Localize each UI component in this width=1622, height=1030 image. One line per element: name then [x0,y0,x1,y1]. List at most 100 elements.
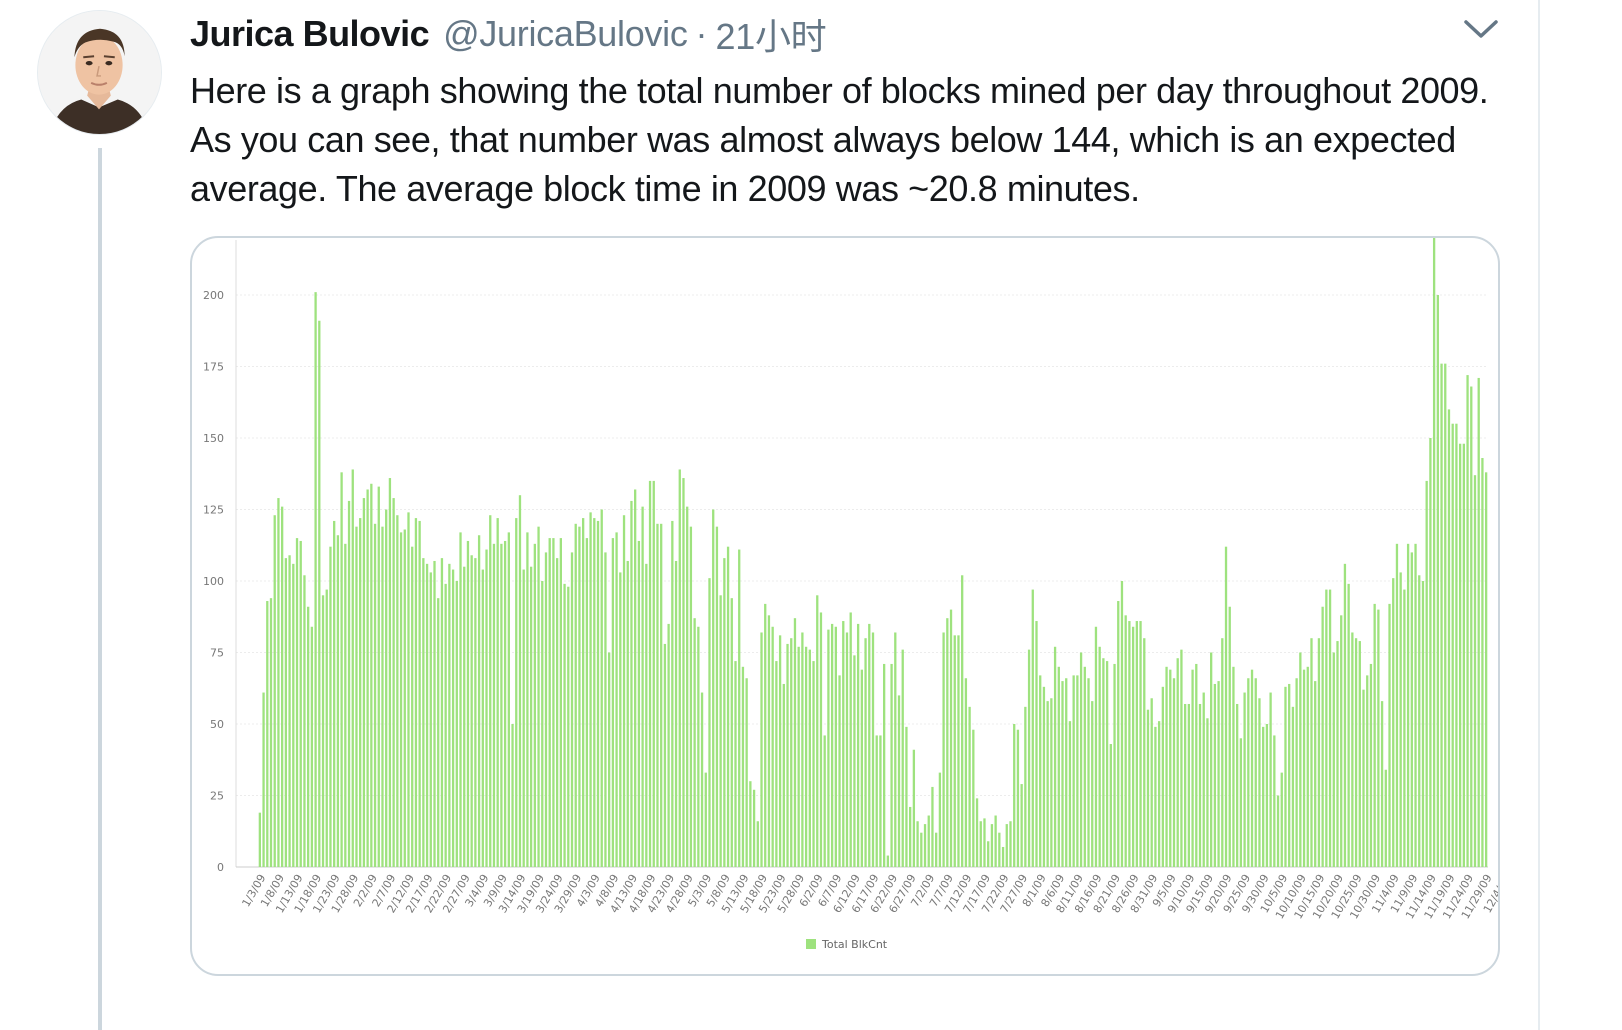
x-tick-label: 12/9/09 [1499,872,1500,915]
bar [396,515,399,867]
bar [1384,769,1387,867]
bar [935,832,938,867]
avatar[interactable] [37,10,162,135]
bar [860,669,863,867]
bar [548,538,551,867]
bar [567,586,570,867]
bar [474,558,477,867]
bar [1146,709,1150,867]
bar [407,512,410,867]
bar [730,598,733,867]
bar [1083,666,1086,867]
bar [660,523,663,867]
bar [745,678,748,867]
bar [637,540,641,867]
bar [399,532,403,867]
bar [1403,589,1406,867]
bar [492,543,496,867]
bar [563,583,566,867]
bar [1258,698,1261,867]
bar [518,495,522,867]
bar [1406,543,1410,867]
bar [1035,621,1038,867]
bar [1247,678,1250,867]
bar [425,563,429,867]
bar [1473,475,1477,867]
bar [1150,698,1153,867]
bar [310,626,314,867]
bar [1195,663,1198,867]
bar [741,666,745,867]
bar [1198,703,1202,867]
bar [333,520,336,867]
author-handle[interactable]: @JuricaBulovic [443,13,688,54]
bar [303,575,306,867]
tweet-media-chart[interactable]: 0 25 50 75 100 125 150 175 200 1/3/09 1/8/09 1/13/0… [190,236,1500,976]
bar [968,706,971,867]
bar [1302,669,1306,867]
bar [522,569,525,867]
bar [890,663,893,867]
bar [738,549,741,867]
bar [604,552,607,867]
bar [1005,824,1008,867]
bar [946,618,949,867]
bar [775,661,778,867]
bar [849,612,852,867]
bar [1440,363,1443,867]
bar [1105,661,1109,867]
tweet-timestamp[interactable]: 21小时 [715,16,827,57]
bar [764,603,767,867]
bar [1265,724,1269,867]
bar [373,523,377,867]
bar [1336,641,1339,867]
bar [1135,621,1138,867]
bar [1444,363,1447,867]
bar [1124,615,1127,867]
bar [1187,703,1191,867]
bar [834,626,837,867]
y-tick-label: 0 [217,861,224,874]
bar [381,526,384,867]
bar [1432,238,1436,867]
bar [1102,658,1105,867]
y-tick-label: 175 [203,361,224,374]
bar [1020,784,1023,867]
bar [1280,772,1283,867]
bar [1317,638,1321,867]
bar [578,526,581,867]
bar [1347,583,1350,867]
bar [1202,692,1205,867]
bar [555,558,559,867]
bar [723,558,726,867]
bar [1046,701,1049,867]
bar [515,518,518,867]
bar [812,661,815,867]
bar [307,606,310,867]
bar [864,638,867,867]
bar [920,832,923,867]
bar [340,472,343,867]
bar [269,598,273,867]
chevron-down-icon[interactable] [1462,16,1500,42]
bar [1076,675,1079,867]
bar [622,515,626,867]
bar [292,563,295,867]
bar [1061,681,1064,867]
bar [663,643,667,867]
bar [277,498,280,867]
bar [693,618,696,867]
bar [630,500,633,867]
bar [362,498,366,867]
author-display-name[interactable]: Jurica Bulovic [190,13,430,54]
bar [448,563,451,867]
bar [1139,621,1142,867]
bar [366,489,369,867]
bar [1013,724,1016,867]
bar [1447,409,1451,867]
bar [611,538,615,867]
bar [288,555,291,867]
bar [552,538,555,867]
bar [1388,603,1391,867]
bar [582,518,585,867]
